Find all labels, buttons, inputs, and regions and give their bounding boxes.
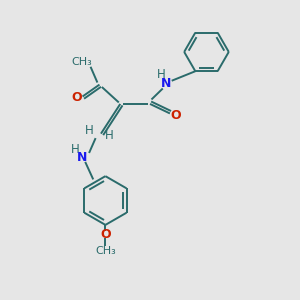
Text: H: H xyxy=(157,68,165,81)
Text: O: O xyxy=(72,92,83,104)
Text: O: O xyxy=(100,228,111,241)
Text: CH₃: CH₃ xyxy=(95,246,116,256)
Text: H: H xyxy=(71,142,80,156)
Text: CH₃: CH₃ xyxy=(71,57,92,67)
Text: N: N xyxy=(161,76,172,90)
Text: O: O xyxy=(170,109,181,122)
Text: H: H xyxy=(85,124,94,137)
Text: H: H xyxy=(105,129,114,142)
Text: N: N xyxy=(76,151,87,164)
